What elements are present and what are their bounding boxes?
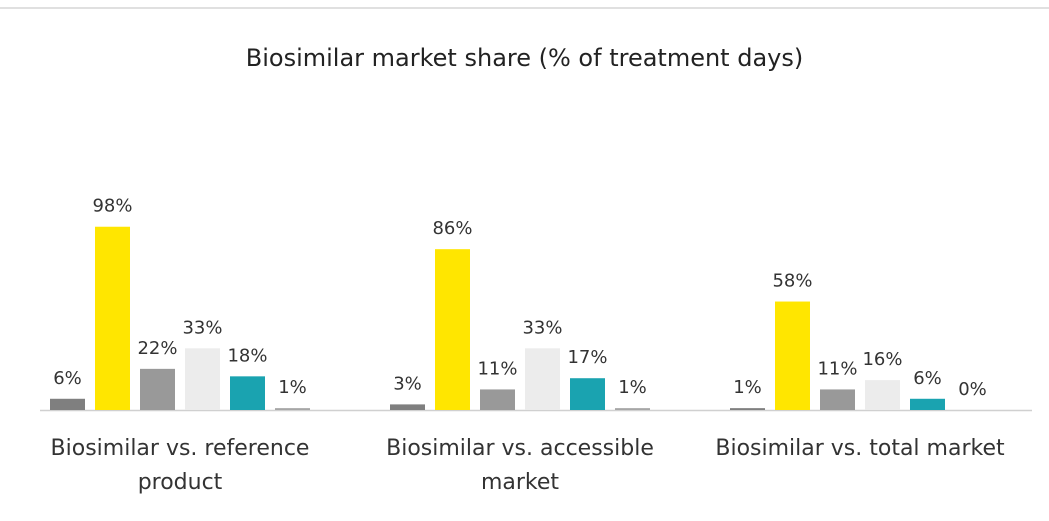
bar	[570, 378, 605, 410]
category-label: Biosimilar vs. accessible market	[386, 436, 654, 495]
bar	[525, 348, 560, 410]
value-label: 6%	[53, 368, 82, 389]
value-label: 18%	[227, 345, 267, 366]
value-label: 17%	[567, 347, 607, 368]
value-label: 6%	[913, 368, 942, 389]
category-label: Biosimilar vs. reference product	[50, 436, 310, 495]
bar	[140, 368, 175, 410]
value-label: 1%	[278, 377, 307, 398]
value-label: 1%	[733, 377, 762, 398]
value-label: 98%	[92, 196, 132, 217]
bar	[185, 348, 220, 410]
value-label: 86%	[432, 218, 472, 239]
bar	[275, 408, 310, 410]
bar	[820, 389, 855, 410]
value-label: 3%	[393, 373, 422, 394]
value-label: 58%	[772, 271, 812, 292]
value-label: 11%	[477, 358, 517, 379]
value-label: 22%	[137, 338, 177, 359]
bar	[910, 398, 945, 410]
bar	[730, 408, 765, 410]
bar	[435, 249, 470, 410]
category-label: Biosimilar vs. total market	[715, 436, 1005, 461]
value-label: 33%	[522, 317, 562, 338]
bar	[390, 404, 425, 410]
bar	[230, 376, 265, 410]
bar	[865, 380, 900, 410]
bar	[775, 301, 810, 410]
value-label: 1%	[618, 377, 647, 398]
value-label: 0%	[958, 379, 987, 400]
chart-title: Biosimilar market share (% of treatment …	[245, 44, 804, 72]
bar	[615, 408, 650, 410]
value-label: 33%	[182, 317, 222, 338]
bar	[50, 398, 85, 410]
bar	[95, 226, 130, 410]
value-label: 11%	[817, 358, 857, 379]
bar	[480, 389, 515, 410]
value-label: 16%	[862, 349, 902, 370]
